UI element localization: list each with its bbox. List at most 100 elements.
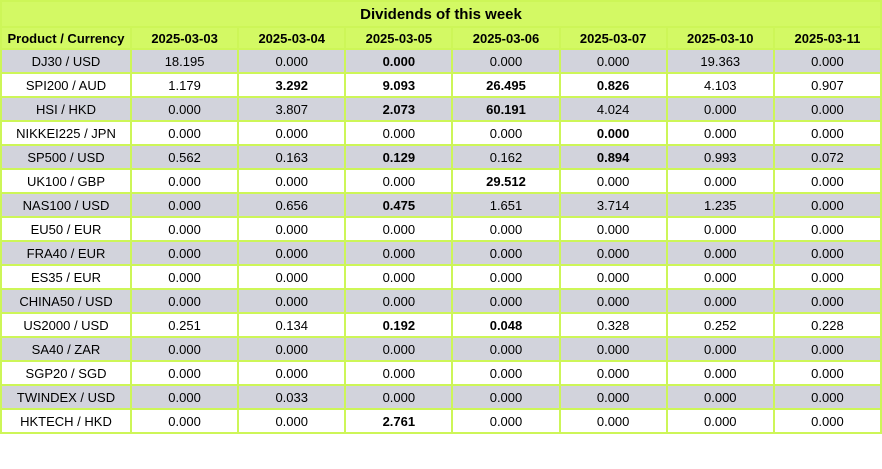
dividend-value-cell: 0.000	[237, 240, 347, 266]
dividend-value-cell: 26.495	[451, 72, 561, 98]
dividend-value-cell: 0.162	[451, 144, 561, 170]
dividend-value-cell: 0.475	[344, 192, 454, 218]
dividend-value-cell: 0.000	[665, 216, 775, 242]
dividend-value-cell: 0.000	[237, 264, 347, 290]
table-row: UK100 / GBP 0.000 0.000 0.000 29.512 0.000 0.0…	[0, 168, 882, 194]
dividend-value-cell: 0.000	[451, 336, 561, 362]
product-cell: CHINA50 / USD	[0, 288, 132, 314]
dividend-value-cell: 0.000	[344, 48, 454, 74]
dividend-value-cell: 0.000	[772, 168, 882, 194]
dividend-value-cell: 0.000	[558, 264, 668, 290]
table-row: ES35 / EUR 0.000 0.000 0.000 0.000 0.000 0.000…	[0, 264, 882, 290]
column-header-product: Product / Currency	[0, 26, 132, 50]
dividend-value-cell: 0.000	[772, 336, 882, 362]
dividend-value-cell: 0.000	[237, 288, 347, 314]
dividends-table-body: DJ30 / USD 18.195 0.000 0.000 0.000 0.000 19.3…	[0, 48, 882, 434]
product-cell: DJ30 / USD	[0, 48, 132, 74]
dividend-value-cell: 0.000	[129, 336, 240, 362]
dividend-value-cell: 0.000	[772, 240, 882, 266]
column-header-date: 2025-03-06	[451, 26, 561, 50]
dividend-value-cell: 0.072	[772, 144, 882, 170]
product-cell: SA40 / ZAR	[0, 336, 132, 362]
dividend-value-cell: 0.000	[237, 408, 347, 434]
dividend-value-cell: 0.000	[772, 360, 882, 386]
table-row: US2000 / USD 0.251 0.134 0.192 0.048 0.328 0.2…	[0, 312, 882, 338]
dividend-value-cell: 0.048	[451, 312, 561, 338]
product-cell: TWINDEX / USD	[0, 384, 132, 410]
dividend-value-cell: 0.000	[772, 216, 882, 242]
dividend-value-cell: 0.000	[558, 360, 668, 386]
dividend-value-cell: 0.000	[237, 48, 347, 74]
dividend-value-cell: 0.000	[665, 360, 775, 386]
dividend-value-cell: 0.163	[237, 144, 347, 170]
dividend-value-cell: 0.000	[129, 120, 240, 146]
dividend-value-cell: 0.000	[451, 240, 561, 266]
dividend-value-cell: 0.000	[558, 240, 668, 266]
dividends-table: Dividends of this week Product / Currenc…	[0, 0, 882, 434]
table-row: FRA40 / EUR 0.000 0.000 0.000 0.000 0.000 0.00…	[0, 240, 882, 266]
dividend-value-cell: 0.656	[237, 192, 347, 218]
dividend-value-cell: 0.000	[344, 336, 454, 362]
dividend-value-cell: 0.993	[665, 144, 775, 170]
table-row: SPI200 / AUD 1.179 3.292 9.093 26.495 0.826 4.…	[0, 72, 882, 98]
dividend-value-cell: 19.363	[665, 48, 775, 74]
dividend-value-cell: 0.033	[237, 384, 347, 410]
dividend-value-cell: 0.000	[344, 384, 454, 410]
table-row: SGP20 / SGD 0.000 0.000 0.000 0.000 0.000 0.00…	[0, 360, 882, 386]
dividend-value-cell: 0.000	[451, 48, 561, 74]
table-title-row: Dividends of this week	[0, 0, 882, 27]
product-cell: HSI / HKD	[0, 96, 132, 122]
product-cell: SGP20 / SGD	[0, 360, 132, 386]
dividend-value-cell: 0.000	[772, 192, 882, 218]
dividend-value-cell: 0.000	[772, 48, 882, 74]
table-row: DJ30 / USD 18.195 0.000 0.000 0.000 0.000 19.3…	[0, 48, 882, 74]
product-cell: EU50 / EUR	[0, 216, 132, 242]
product-cell: UK100 / GBP	[0, 168, 132, 194]
column-header-date: 2025-03-10	[665, 26, 775, 50]
dividend-value-cell: 0.000	[344, 216, 454, 242]
dividend-value-cell: 0.000	[558, 168, 668, 194]
dividend-value-cell: 0.134	[237, 312, 347, 338]
product-cell: NIKKEI225 / JPN	[0, 120, 132, 146]
dividend-value-cell: 0.000	[237, 336, 347, 362]
table-header-row: Product / Currency 2025-03-03 2025-03-04 20…	[0, 26, 882, 50]
table-row: EU50 / EUR 0.000 0.000 0.000 0.000 0.000 0.000…	[0, 216, 882, 242]
dividend-value-cell: 1.235	[665, 192, 775, 218]
dividend-value-cell: 0.000	[344, 264, 454, 290]
dividend-value-cell: 0.000	[129, 216, 240, 242]
product-cell: HKTECH / HKD	[0, 408, 132, 434]
column-header-date: 2025-03-05	[344, 26, 454, 50]
column-header-date: 2025-03-07	[558, 26, 668, 50]
table-row: TWINDEX / USD 0.000 0.033 0.000 0.000 0.000 0.…	[0, 384, 882, 410]
dividend-value-cell: 0.000	[665, 408, 775, 434]
table-row: NAS100 / USD 0.000 0.656 0.475 1.651 3.714 1.2…	[0, 192, 882, 218]
dividend-value-cell: 0.000	[558, 216, 668, 242]
dividend-value-cell: 0.000	[772, 384, 882, 410]
dividend-value-cell: 0.228	[772, 312, 882, 338]
table-row: HSI / HKD 0.000 3.807 2.073 60.191 4.024 0.000…	[0, 96, 882, 122]
dividend-value-cell: 0.000	[344, 288, 454, 314]
dividend-value-cell: 0.000	[772, 288, 882, 314]
dividend-value-cell: 0.000	[344, 240, 454, 266]
dividend-value-cell: 0.000	[451, 120, 561, 146]
dividend-value-cell: 0.000	[237, 216, 347, 242]
product-cell: US2000 / USD	[0, 312, 132, 338]
dividend-value-cell: 1.179	[129, 72, 240, 98]
dividend-value-cell: 0.000	[451, 264, 561, 290]
dividend-value-cell: 0.000	[772, 120, 882, 146]
dividend-value-cell: 3.714	[558, 192, 668, 218]
table-row: CHINA50 / USD 0.000 0.000 0.000 0.000 0.000 0.…	[0, 288, 882, 314]
column-header-date: 2025-03-04	[237, 26, 347, 50]
dividend-value-cell: 0.562	[129, 144, 240, 170]
dividend-value-cell: 1.651	[451, 192, 561, 218]
dividend-value-cell: 0.251	[129, 312, 240, 338]
dividend-value-cell: 2.761	[344, 408, 454, 434]
dividend-value-cell: 0.192	[344, 312, 454, 338]
dividend-value-cell: 0.000	[237, 360, 347, 386]
column-header-date: 2025-03-11	[772, 26, 882, 50]
dividend-value-cell: 0.000	[665, 264, 775, 290]
dividend-value-cell: 0.000	[451, 216, 561, 242]
table-row: SP500 / USD 0.562 0.163 0.129 0.162 0.894 0.99…	[0, 144, 882, 170]
dividend-value-cell: 29.512	[451, 168, 561, 194]
